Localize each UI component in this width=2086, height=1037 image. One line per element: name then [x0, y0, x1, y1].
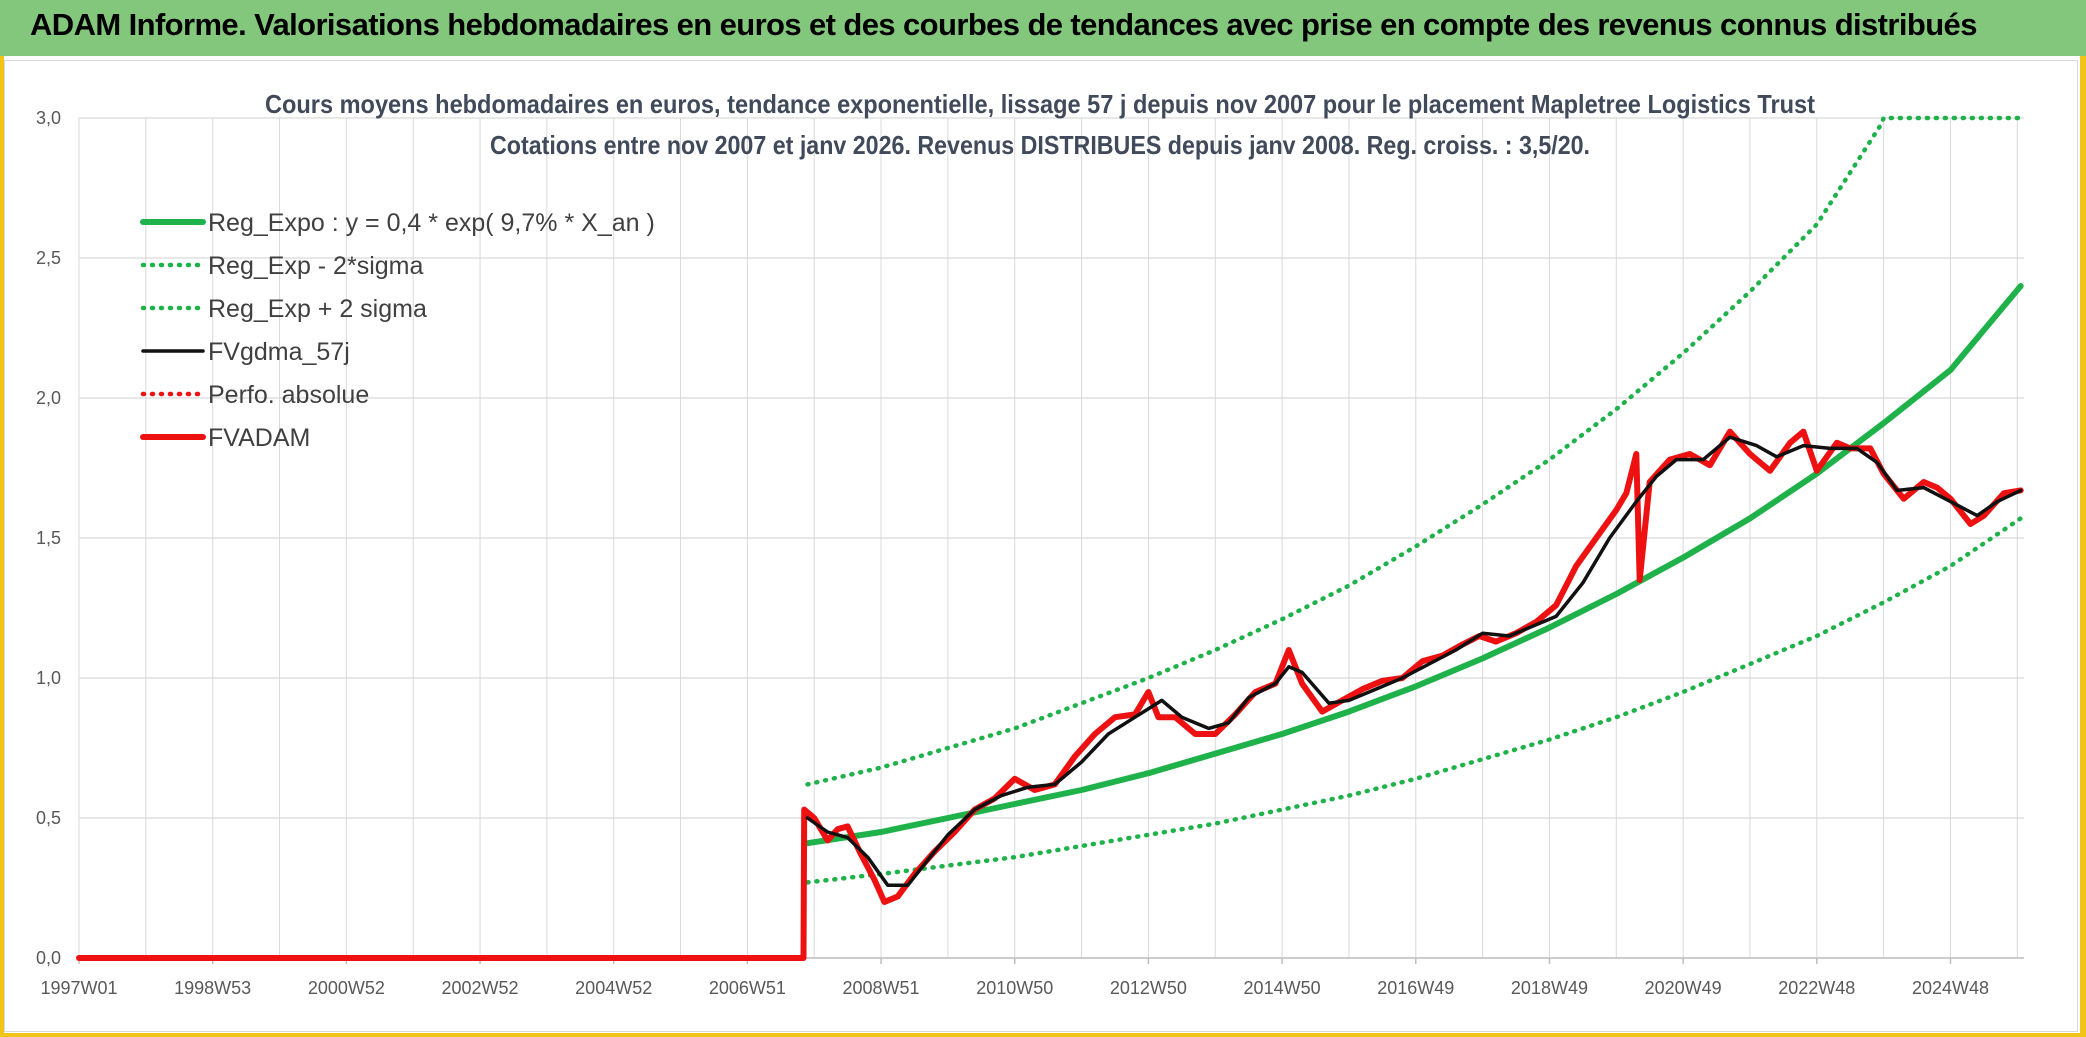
series-line-5	[76, 428, 2024, 961]
x-tick-label: 2002W52	[441, 978, 518, 998]
chart-title-line2: Cotations entre nov 2007 et janv 2026. R…	[490, 130, 1590, 160]
x-tick-label: 2016W49	[1377, 978, 1454, 998]
x-tick-label: 2022W48	[1778, 978, 1855, 998]
x-tick-label: 2020W49	[1645, 978, 1722, 998]
legend-label: Reg_Exp - 2*sigma	[208, 252, 423, 280]
legend-label: Reg_Expo : y = 0,4 * exp( 9,7% * X_an )	[208, 209, 655, 237]
report-banner: ADAM Informe. Valorisations hebdomadaire…	[0, 0, 2086, 56]
x-tick-label: 2006W51	[709, 978, 786, 998]
y-tick-label: 1,0	[36, 668, 61, 688]
frame-edge-left	[0, 0, 4, 1037]
y-axis-ticks: 0,0 0,5 1,0 1,5 2,0 2,5 3,0	[36, 108, 61, 968]
x-tick-label: 2024W48	[1912, 978, 1989, 998]
y-tick-label: 2,0	[36, 388, 61, 408]
x-tick-label: 2000W52	[308, 978, 385, 998]
series-line-3	[805, 435, 2023, 887]
x-tick-label: 1998W53	[174, 978, 251, 998]
legend: Reg_Expo : y = 0,4 * exp( 9,7% * X_an ) R…	[140, 209, 655, 452]
chart-title-line1: Cours moyens hebdomadaires en euros, ten…	[265, 89, 1815, 119]
legend-label: Reg_Exp + 2 sigma	[208, 295, 427, 323]
legend-label: Perfo. absolue	[208, 381, 369, 409]
series-line-0	[804, 283, 2024, 847]
x-tick-label: 2012W50	[1110, 978, 1187, 998]
series-line-2	[805, 115, 2023, 787]
chart-area	[4, 60, 2078, 1032]
y-tick-label: 0,5	[36, 808, 61, 828]
y-tick-label: 1,5	[36, 528, 61, 548]
chart-grid	[78, 117, 2024, 959]
legend-label: FVgdma_57j	[208, 338, 350, 366]
x-tick-label: 2004W52	[575, 978, 652, 998]
series-line-1	[805, 516, 2023, 885]
x-axis-ticks: 1997W01 1998W53 2000W52 2002W52 2004W52 2006W…	[40, 958, 1989, 998]
x-tick-label: 2018W49	[1511, 978, 1588, 998]
x-tick-label: 2010W50	[976, 978, 1053, 998]
frame-edge-bottom	[0, 1033, 2086, 1037]
x-tick-label: 1997W01	[40, 978, 117, 998]
y-tick-label: 3,0	[36, 108, 61, 128]
banner-title: ADAM Informe. Valorisations hebdomadaire…	[30, 7, 1977, 42]
legend-label: FVADAM	[208, 424, 310, 452]
y-tick-label: 2,5	[36, 248, 61, 268]
x-tick-label: 2014W50	[1244, 978, 1321, 998]
x-tick-label: 2008W51	[843, 978, 920, 998]
y-tick-label: 0,0	[36, 948, 61, 968]
series-layer	[76, 115, 2024, 961]
frame-edge-right	[2080, 0, 2086, 1037]
